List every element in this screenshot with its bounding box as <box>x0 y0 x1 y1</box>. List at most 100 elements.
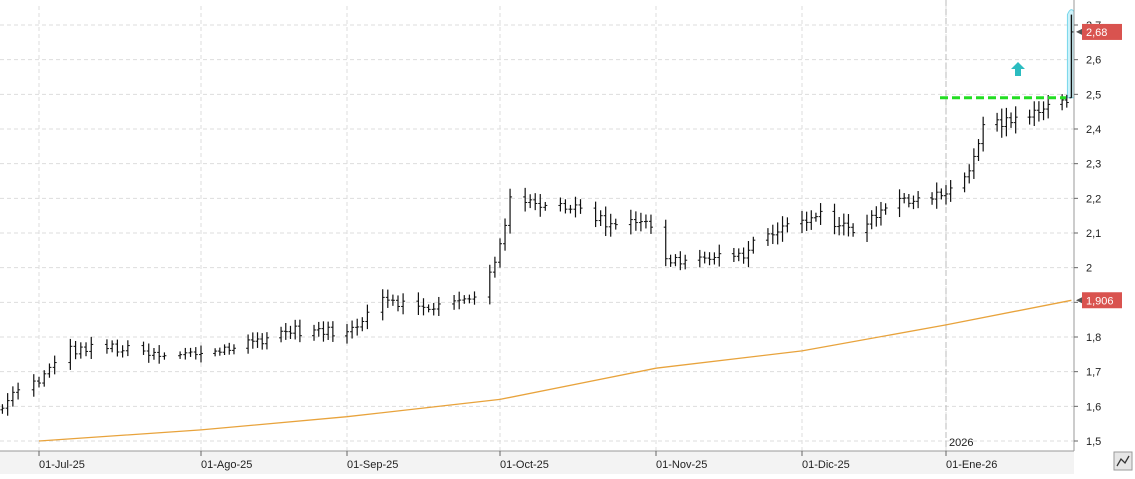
last-price-tag-pointer <box>1076 28 1082 35</box>
ohlc-bar <box>874 206 879 227</box>
ohlc-bar <box>568 204 573 214</box>
ohlc-bar <box>231 344 236 355</box>
x-tick-label: 01-Sep-25 <box>347 459 398 471</box>
last-price-tag-label: 2,68 <box>1086 27 1107 39</box>
ohlc-bar <box>648 214 653 234</box>
ohlc-bar <box>31 374 36 397</box>
grid-lines <box>0 6 1074 451</box>
ohlc-bar <box>385 289 390 308</box>
x-tick-label: 01-Jul-25 <box>39 459 85 471</box>
ohlc-bar <box>736 248 741 262</box>
ohlc-bar <box>967 164 972 184</box>
ohlc-bar <box>1041 101 1046 121</box>
y-tick-label: 2,3 <box>1086 159 1101 171</box>
ohlc-bar <box>673 254 678 267</box>
x-tick-label: 01-Ene-26 <box>946 459 997 471</box>
ohlc-bar <box>326 321 331 340</box>
ohlc-bar <box>316 321 321 337</box>
ohlc-bar <box>1027 109 1032 125</box>
ohlc-bar <box>16 382 21 400</box>
ohlc-bar <box>598 210 603 226</box>
ohlc-bar <box>421 298 426 316</box>
year-separator: 2026 <box>945 0 973 451</box>
scale-toggle-glyph <box>1116 455 1130 467</box>
ohlc-bar <box>467 294 472 304</box>
ohlc-bar <box>851 223 856 237</box>
y-tick-label: 2,1 <box>1086 228 1101 240</box>
ohlc-bar <box>162 352 167 360</box>
ohlc-bar <box>183 347 188 360</box>
ohlc-bar <box>800 210 804 234</box>
ohlc-bar <box>608 213 613 237</box>
ohlc-bar <box>765 228 770 246</box>
up-arrow-group <box>1011 62 1025 76</box>
up-arrow-icon <box>1011 62 1025 76</box>
ohlc-bar <box>89 336 94 359</box>
ohlc-bar <box>538 194 543 217</box>
ohlc-bar <box>809 210 814 230</box>
ohlc-bar <box>255 332 260 348</box>
ohlc-bar <box>246 334 251 354</box>
moving-average-line <box>38 299 1072 442</box>
ohlc-bar <box>436 296 441 316</box>
moving-average-tag-box <box>1082 292 1122 309</box>
ohlc-bar <box>396 295 400 312</box>
ohlc-bar <box>911 195 916 210</box>
ohlc-bar <box>971 148 976 179</box>
y-tick-label: 1,7 <box>1086 367 1101 379</box>
y-tick-label: 2,5 <box>1086 89 1101 101</box>
y-tick-label: 1,6 <box>1086 401 1101 413</box>
ohlc-bar <box>193 347 198 360</box>
ohlc-bar <box>995 112 1000 132</box>
ohlc-bar <box>125 340 130 357</box>
ohlc-bar <box>151 348 156 360</box>
ohlc-bar <box>702 251 707 264</box>
ohlc-bar <box>37 376 41 388</box>
ohlc-bar <box>188 347 193 357</box>
ohlc-bar <box>250 332 255 349</box>
ohlc-bar <box>401 293 406 315</box>
ohlc-bar <box>1004 107 1009 137</box>
ohlc-bar <box>916 191 921 209</box>
ohlc-bar <box>227 342 232 355</box>
ohlc-bar <box>78 342 83 359</box>
ohlc-bar <box>770 224 775 245</box>
ohlc-bar <box>804 211 809 231</box>
y-tick-label: 1,5 <box>1086 436 1101 448</box>
ohlc-bar <box>846 214 851 237</box>
ohlc-bar <box>603 206 608 237</box>
ohlc-bar <box>487 264 492 305</box>
ohlc-bar <box>390 294 395 306</box>
ohlc-bar <box>633 211 638 231</box>
ohlc-bar <box>350 320 355 339</box>
ohlc-series <box>0 14 1074 416</box>
ohlc-bar <box>321 321 326 342</box>
ohlc-bar <box>751 236 756 254</box>
corner-icon-group[interactable] <box>1113 451 1133 471</box>
ohlc-bar <box>841 213 846 236</box>
ohlc-bar <box>785 217 790 233</box>
y-axis-background <box>1074 0 1135 474</box>
ohlc-bar <box>213 348 218 357</box>
x-tick-label: 01-Nov-25 <box>656 459 707 471</box>
ohlc-bar <box>288 325 293 339</box>
ohlc-bar <box>1064 94 1069 108</box>
ohlc-bar <box>976 139 981 161</box>
ohlc-bar <box>902 193 907 204</box>
ohlc-bar <box>457 291 462 310</box>
ohlc-bar <box>533 193 538 211</box>
ohlc-bar <box>293 319 298 340</box>
ohlc-bar <box>731 247 736 263</box>
ohlc-bar <box>712 252 717 265</box>
year-marker-label: 2026 <box>949 437 973 449</box>
ohlc-bar <box>930 192 935 205</box>
ohlc-bar <box>452 295 457 310</box>
ohlc-bar <box>426 304 431 313</box>
ohlc-bar <box>5 393 10 416</box>
ohlc-bar <box>613 218 618 230</box>
ohlc-bar <box>869 210 874 230</box>
ohlc-bar <box>462 295 467 304</box>
ohlc-bar <box>1032 101 1037 126</box>
x-tick-label: 01-Dic-25 <box>802 459 850 471</box>
